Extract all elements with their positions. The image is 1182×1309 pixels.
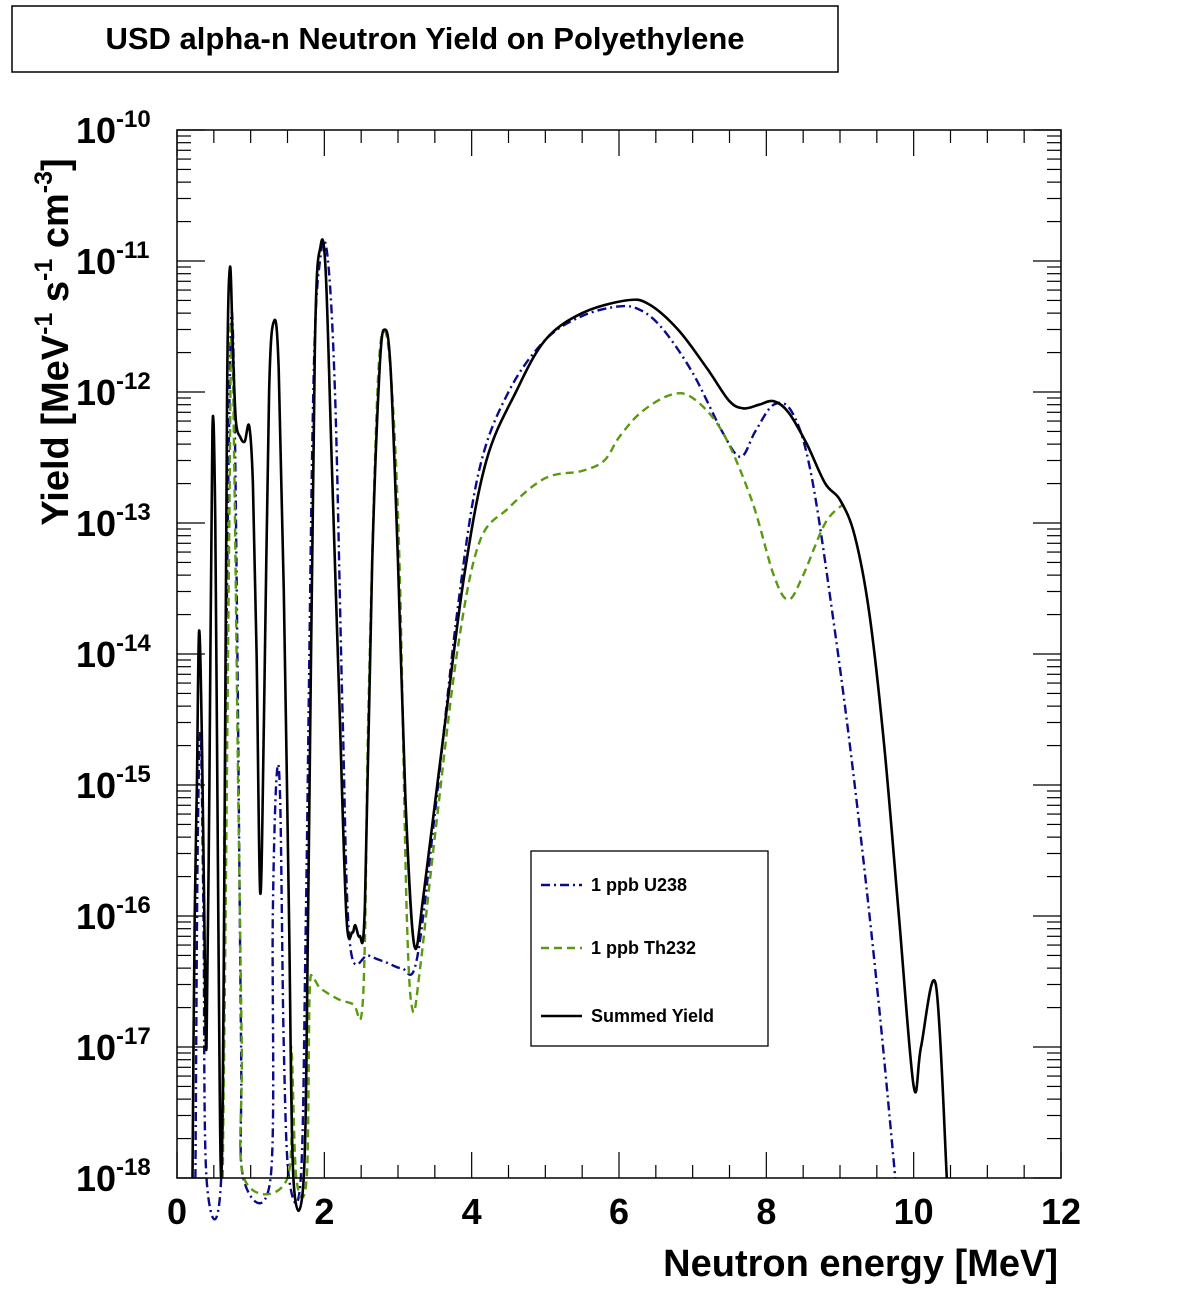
chart-title: USD alpha-n Neutron Yield on Polyethylen… (105, 21, 744, 56)
y-label-exp3: -3 (30, 171, 58, 193)
y-tick-label: 10-10 (76, 106, 151, 151)
y-label-exp1: -1 (30, 313, 58, 335)
x-tick-label: 10 (894, 1191, 934, 1232)
legend-label-1-ppb-th232: 1 ppb Th232 (591, 938, 696, 958)
y-tick-labels: 10-18 10-17 10-16 10-15 10-14 10-13 10-12 10-11… (76, 106, 151, 1199)
title-frame (11, 5, 839, 73)
y-tick-label: 10-16 (76, 892, 151, 937)
series-line-1-ppb-th232 (221, 319, 845, 1199)
y-label-base: Yield [MeV (35, 334, 77, 525)
x-tick-label: 2 (314, 1191, 334, 1232)
x-tick-label: 8 (756, 1191, 776, 1232)
plot-lines (191, 238, 949, 1221)
series-line-summed-yield (191, 238, 949, 1213)
y-tick-label: 10-12 (76, 368, 151, 413)
x-tick-label: 12 (1041, 1191, 1081, 1232)
x-tick-labels: 0 2 4 6 8 10 12 (167, 1191, 1081, 1232)
y-label-mid1: s (35, 281, 77, 313)
axis-ticks (176, 129, 1062, 1179)
y-axis-label: Yield [MeV-1 s-1 cm-3] (30, 158, 77, 525)
y-tick-label: 10-18 (76, 1154, 151, 1199)
title-box: USD alpha-n Neutron Yield on Polyethylen… (11, 5, 839, 73)
legend-label-1-ppb-u238: 1 ppb U238 (591, 875, 687, 895)
y-tick-label: 10-14 (76, 630, 151, 675)
y-tick-label: 10-11 (76, 237, 149, 282)
y-tick-label: 10-13 (76, 499, 151, 544)
x-tick-label: 4 (462, 1191, 482, 1232)
x-tick-label: 6 (609, 1191, 629, 1232)
y-tick-label: 10-17 (76, 1023, 151, 1068)
legend: 1 ppb U238 1 ppb Th232 Summed Yield (530, 850, 769, 1047)
y-label-end: ] (35, 158, 77, 171)
y-label-mid2: cm (35, 193, 77, 258)
x-tick-label: 0 (167, 1191, 187, 1232)
x-axis-label: Neutron energy [MeV] (663, 1243, 1058, 1285)
y-tick-label: 10-15 (76, 761, 151, 806)
y-label-exp2: -1 (30, 259, 58, 281)
legend-label-summed-yield: Summed Yield (591, 1006, 714, 1026)
series-line-1-ppb-u238 (194, 239, 897, 1221)
